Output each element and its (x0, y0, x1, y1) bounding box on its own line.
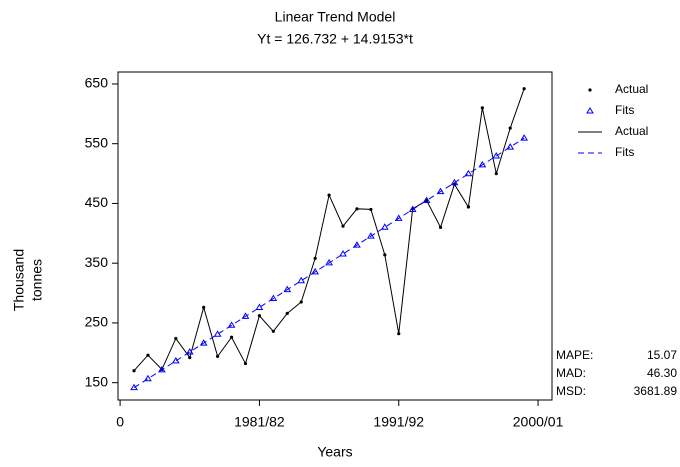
point (311, 267, 320, 275)
accuracy-name: MAPE: (556, 348, 593, 362)
point (130, 383, 138, 391)
point (144, 374, 152, 382)
y-tick-label: 450 (85, 194, 109, 210)
point (174, 336, 178, 341)
x-tick-label: 1991/92 (373, 414, 424, 430)
point (216, 354, 220, 358)
legend-label: Actual (615, 82, 648, 96)
x-tick-label: 1981/82 (234, 414, 285, 430)
point (158, 365, 166, 373)
legend-label: Actual (615, 124, 648, 138)
plot-frame (117, 71, 553, 401)
y-tick-label: 150 (85, 373, 109, 389)
point (213, 330, 222, 337)
point (299, 300, 303, 304)
point (380, 223, 389, 230)
point (285, 311, 289, 315)
point (269, 294, 278, 302)
point (464, 169, 473, 177)
point (394, 214, 403, 221)
series-line (133, 137, 525, 389)
point (408, 205, 417, 212)
y-axis-label: Thousand (11, 249, 27, 311)
point (422, 196, 431, 204)
y-tick-label: 650 (85, 75, 109, 91)
point (369, 207, 373, 212)
point (450, 178, 459, 186)
point (202, 305, 206, 309)
point (243, 361, 248, 366)
point (313, 256, 317, 261)
x-tick-label: 2000/01 (513, 414, 564, 430)
point (297, 276, 306, 284)
point (241, 312, 250, 319)
point (325, 258, 333, 266)
y-tick-label: 250 (85, 314, 109, 330)
y-axis-label: tonnes (29, 259, 45, 301)
point (271, 329, 275, 333)
point (466, 205, 471, 209)
accuracy-value: 3681.89 (634, 384, 678, 398)
point (146, 353, 150, 357)
point (339, 250, 347, 257)
point (257, 314, 262, 318)
point (397, 332, 401, 336)
point (480, 106, 484, 110)
point (522, 87, 526, 91)
series-line (133, 88, 525, 372)
point (355, 207, 359, 211)
y-tick-label: 550 (85, 134, 109, 150)
point (341, 224, 345, 228)
accuracy-name: MAD: (556, 366, 586, 380)
point (199, 339, 208, 346)
point (366, 232, 375, 239)
point (383, 253, 387, 257)
chart-title: Linear Trend Model (275, 9, 396, 25)
point (229, 335, 234, 339)
legend-marker (586, 107, 594, 114)
point (492, 152, 501, 159)
accuracy-value: 15.07 (647, 348, 677, 362)
point (327, 193, 331, 197)
point (188, 355, 192, 360)
point (255, 303, 264, 310)
point (171, 356, 180, 364)
x-tick-label: 0 (116, 414, 124, 430)
accuracy-value: 46.30 (647, 366, 677, 380)
x-axis-label: Years (317, 444, 352, 460)
point (520, 134, 529, 141)
point (506, 143, 515, 150)
point (132, 369, 136, 373)
point (283, 285, 292, 293)
point (478, 160, 487, 168)
point (185, 348, 194, 355)
legend-label: Fits (615, 145, 634, 159)
point (436, 187, 445, 195)
point (353, 241, 361, 248)
point (508, 126, 512, 130)
point (227, 321, 236, 328)
chart-subtitle: Yt = 126.732 + 14.9153*t (257, 31, 413, 47)
point (494, 171, 498, 176)
legend-marker (588, 88, 592, 92)
point (438, 225, 443, 229)
legend-label: Fits (615, 103, 634, 117)
accuracy-name: MSD: (556, 384, 586, 398)
y-tick-label: 350 (85, 254, 109, 270)
